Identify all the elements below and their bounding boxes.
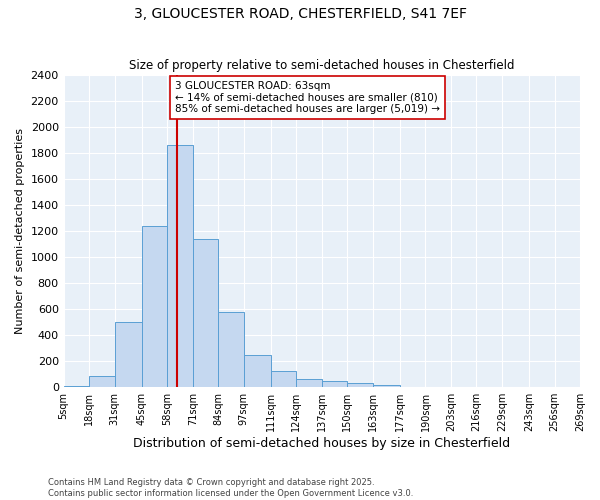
Text: 3, GLOUCESTER ROAD, CHESTERFIELD, S41 7EF: 3, GLOUCESTER ROAD, CHESTERFIELD, S41 7E…	[133, 8, 467, 22]
Bar	[271, 371, 296, 387]
Bar	[322, 380, 347, 387]
Bar	[89, 376, 115, 387]
Bar	[347, 382, 373, 387]
Title: Size of property relative to semi-detached houses in Chesterfield: Size of property relative to semi-detach…	[129, 59, 515, 72]
Text: Contains HM Land Registry data © Crown copyright and database right 2025.
Contai: Contains HM Land Registry data © Crown c…	[48, 478, 413, 498]
Bar	[218, 312, 244, 387]
Y-axis label: Number of semi-detached properties: Number of semi-detached properties	[15, 128, 25, 334]
Bar	[193, 238, 218, 387]
Bar	[244, 356, 271, 387]
Bar	[167, 145, 193, 387]
Text: 3 GLOUCESTER ROAD: 63sqm
← 14% of semi-detached houses are smaller (810)
85% of : 3 GLOUCESTER ROAD: 63sqm ← 14% of semi-d…	[175, 81, 440, 114]
X-axis label: Distribution of semi-detached houses by size in Chesterfield: Distribution of semi-detached houses by …	[133, 437, 511, 450]
Bar	[373, 384, 400, 387]
Bar	[64, 386, 89, 387]
Bar	[115, 322, 142, 387]
Bar	[142, 226, 167, 387]
Bar	[296, 378, 322, 387]
